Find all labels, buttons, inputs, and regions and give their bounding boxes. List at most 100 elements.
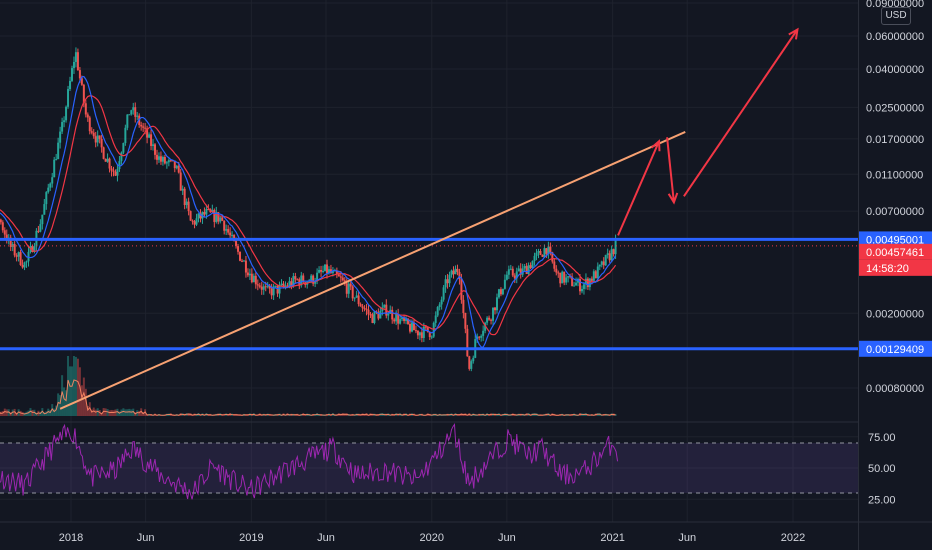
candle-body	[284, 285, 287, 287]
candle-body	[559, 272, 562, 284]
candle-body	[90, 131, 93, 133]
projection-arrow-up[interactable]	[617, 140, 660, 236]
candle-body	[430, 336, 433, 338]
price-tick-label: 0.01700000	[866, 134, 924, 146]
candle-body	[403, 317, 406, 321]
candle-body	[248, 273, 251, 276]
time-tick-label: Jun	[137, 532, 155, 544]
volume-bar	[116, 408, 119, 416]
candle-body	[3, 230, 6, 235]
candle-body	[462, 299, 465, 314]
projection-arrow-down[interactable]	[666, 137, 675, 203]
volume-bar	[47, 408, 50, 416]
candle-body	[23, 262, 26, 268]
candle-body	[416, 330, 419, 336]
candle-body	[547, 246, 550, 254]
candle-body	[450, 270, 453, 275]
candle-body	[223, 220, 226, 231]
candle-body	[154, 144, 157, 155]
candle-body	[246, 272, 249, 276]
candle-body	[264, 286, 267, 288]
candle-body	[148, 134, 151, 138]
candle-body	[349, 283, 352, 287]
candle-body	[361, 306, 364, 309]
candle-body	[112, 170, 115, 172]
candle-body	[397, 313, 400, 324]
candle-body	[569, 276, 572, 278]
candle-body	[302, 275, 305, 283]
candle-body	[122, 143, 125, 153]
candle-body	[545, 248, 548, 254]
projection-arrowhead-up-long	[788, 27, 799, 40]
candle-body	[256, 284, 259, 286]
candle-body	[347, 283, 350, 294]
volume-bar	[74, 356, 77, 416]
candle-body	[59, 131, 62, 143]
axes: 0.09000000 0.06000000 0.04000000 0.02500000…	[59, 0, 932, 544]
volume-bar	[122, 408, 125, 416]
currency-badge[interactable]: USD	[881, 7, 911, 25]
candle-body	[466, 328, 469, 357]
candle-body	[9, 237, 12, 247]
candle-body	[393, 319, 396, 322]
candle-body	[440, 299, 443, 305]
candle-body	[116, 168, 119, 176]
candle-body	[173, 160, 176, 169]
oscillator-line	[0, 422, 619, 500]
last-price-tag-bg	[859, 243, 932, 260]
candle-body	[331, 270, 334, 273]
volume-bar	[27, 410, 30, 416]
candle-body	[480, 335, 483, 338]
candle-body	[432, 322, 435, 337]
candle-body	[525, 266, 528, 275]
candle-body	[106, 158, 109, 162]
volume-bar	[80, 385, 83, 416]
time-tick-label: 2019	[239, 532, 263, 544]
candle-body	[614, 238, 617, 255]
candle-body	[276, 285, 279, 294]
volume-bar	[106, 409, 109, 416]
candle-body	[600, 261, 603, 265]
candle-body	[102, 147, 105, 159]
candle-body	[98, 135, 101, 139]
candle-body	[391, 309, 394, 320]
trend-line[interactable]	[59, 131, 686, 410]
candle-body	[454, 268, 457, 275]
candle-body	[150, 134, 153, 146]
candle-body	[27, 251, 30, 262]
candle-body	[527, 265, 530, 275]
candle-body	[155, 154, 158, 160]
candle-body	[94, 136, 97, 143]
volume-bar	[57, 393, 60, 416]
candle-body	[92, 132, 95, 137]
volume-bar	[110, 409, 113, 416]
candle-body	[21, 265, 24, 268]
candle-body	[523, 266, 526, 269]
candle-body	[124, 127, 127, 144]
candle-body	[580, 288, 583, 292]
level-price-tag: 0.00129409	[866, 344, 924, 356]
time-tick-label: 2022	[781, 532, 805, 544]
candle-body	[551, 252, 554, 262]
drawings[interactable]	[0, 27, 858, 410]
volume-bar	[124, 409, 127, 416]
oscillator-tick-label: 25.00	[868, 494, 896, 506]
candle-body	[602, 261, 605, 266]
candle-body	[353, 297, 356, 299]
candle-body	[517, 268, 520, 272]
candle-body	[286, 285, 289, 287]
volume-bar	[104, 408, 107, 416]
volume-bar	[51, 404, 54, 416]
candle-body	[379, 310, 382, 319]
candle-body	[177, 165, 180, 173]
last-price-tag: 0.00457461	[866, 247, 924, 259]
candle-body	[144, 127, 147, 129]
candle-body	[337, 274, 340, 277]
candle-body	[181, 188, 184, 191]
moving-average-slow	[0, 95, 617, 336]
projection-arrow-up-long[interactable]	[683, 28, 799, 197]
candle-body	[45, 192, 48, 205]
candle-body	[227, 229, 230, 233]
candle-body	[120, 152, 123, 162]
